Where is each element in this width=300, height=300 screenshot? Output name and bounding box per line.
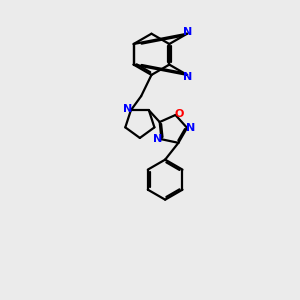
Text: N: N bbox=[186, 123, 196, 133]
Text: N: N bbox=[153, 134, 162, 144]
Text: N: N bbox=[123, 104, 133, 114]
Text: N: N bbox=[182, 72, 192, 82]
Text: O: O bbox=[174, 109, 184, 119]
Text: N: N bbox=[182, 27, 192, 37]
